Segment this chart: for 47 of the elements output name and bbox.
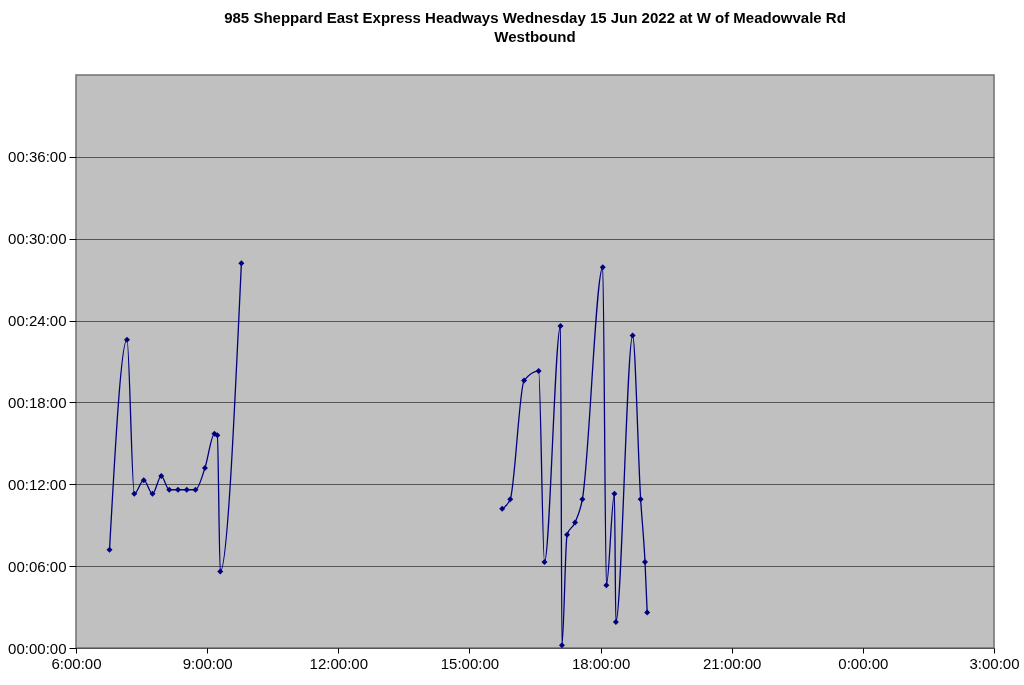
y-tick-label: 00:24:00: [8, 312, 67, 330]
y-tick-label: 00:18:00: [8, 393, 67, 411]
point: [612, 619, 619, 626]
point: [521, 377, 528, 384]
point: [183, 486, 190, 493]
point: [201, 464, 208, 471]
point: [140, 477, 147, 484]
point: [158, 473, 165, 480]
y-tick-label: 00:12:00: [8, 475, 67, 493]
point: [557, 323, 564, 330]
x-tick-label: 6:00:00: [51, 654, 102, 672]
x-tick-label: 0:00:00: [838, 654, 889, 672]
x-tick-label: 12:00:00: [309, 654, 368, 672]
y-tick-label: 00:36:00: [8, 148, 67, 166]
y-tick-label: 00:06:00: [8, 557, 67, 575]
point: [192, 486, 199, 493]
x-tick-label: 3:00:00: [969, 654, 1020, 672]
point: [629, 332, 636, 339]
y-tick-label: 00:00:00: [8, 639, 67, 657]
point: [642, 559, 649, 566]
point: [535, 368, 542, 375]
point: [106, 546, 113, 553]
point: [572, 519, 579, 526]
chart-title: 985 Sheppard East Express Headways Wednesday 15 Jun 2022 at W of Meadowvale Rd Westbound: [224, 9, 846, 45]
x-tick-label: 9:00:00: [182, 654, 233, 672]
point: [558, 642, 565, 649]
point: [564, 531, 571, 538]
point: [124, 336, 130, 343]
point: [507, 496, 514, 503]
point: [175, 486, 181, 493]
point: [611, 490, 618, 497]
point: [579, 496, 586, 503]
x-tick-label: 18:00:00: [571, 654, 631, 672]
point: [131, 490, 138, 497]
x-tick-label: 21:00:00: [703, 654, 762, 672]
y-tick-label: 00:30:00: [8, 230, 67, 248]
x-tick-label: 15:00:00: [440, 654, 500, 672]
point: [238, 260, 245, 267]
point: [217, 568, 224, 575]
point: [541, 559, 548, 566]
point: [603, 582, 610, 589]
point: [499, 505, 506, 512]
point: [166, 486, 173, 493]
point: [149, 490, 156, 497]
point: [644, 609, 651, 616]
point: [599, 264, 606, 271]
point: [637, 496, 644, 503]
